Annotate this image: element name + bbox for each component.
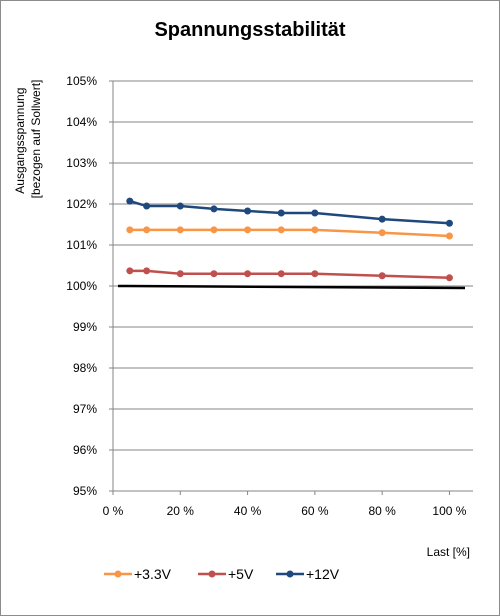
data-point-12v (126, 197, 134, 205)
y-tick-label: 103% (66, 156, 97, 170)
data-point-33v (277, 226, 285, 234)
data-point-5v (176, 270, 184, 278)
data-point-5v (445, 274, 453, 282)
data-point-33v (126, 226, 134, 234)
y-tick-labels: 95% 96% 97% 98% 99% 100% 101% 102% 103% 104% 105% (66, 74, 97, 498)
y-tick-label: 100% (66, 279, 97, 293)
data-point-5v (126, 267, 134, 275)
y-tick-label: 101% (66, 238, 97, 252)
data-point-12v (378, 215, 386, 223)
y-axis-label-line-1: Ausgangsspannung (13, 88, 27, 194)
y-tick-label: 99% (73, 320, 97, 334)
legend: +3.3V +5V +12V (104, 566, 340, 582)
data-point-33v (210, 226, 218, 234)
y-axis-label-line-2: [bezogen auf Sollwert] (29, 80, 43, 199)
y-tick-label: 95% (73, 484, 97, 498)
reference-line-100 (117, 284, 466, 290)
legend-label-5v: +5V (228, 566, 254, 582)
legend-label-12v: +12V (306, 566, 340, 582)
data-point-12v (210, 205, 218, 213)
legend-marker-12v (286, 570, 294, 578)
chart-title: Spannungsstabilität (154, 19, 345, 41)
data-point-33v (445, 232, 453, 240)
legend-marker-33v (114, 570, 122, 578)
data-point-33v (176, 226, 184, 234)
data-point-33v (378, 229, 386, 237)
data-point-5v (143, 267, 151, 275)
data-point-33v (143, 226, 151, 234)
data-point-12v (445, 219, 453, 227)
data-point-12v (176, 202, 184, 210)
data-point-5v (311, 270, 319, 278)
legend-label-33v: +3.3V (134, 566, 172, 582)
y-tick-label: 105% (66, 74, 97, 88)
y-tick-label: 104% (66, 115, 97, 129)
y-tick-label: 96% (73, 443, 97, 457)
data-point-5v (244, 270, 252, 278)
data-point-12v (244, 207, 252, 215)
data-point-12v (311, 209, 319, 217)
y-tick-label: 97% (73, 402, 97, 416)
data-point-33v (311, 226, 319, 234)
x-tick-label: 60 % (301, 504, 329, 518)
data-point-33v (244, 226, 252, 234)
x-tick-label: 20 % (167, 504, 195, 518)
x-tick-label: 80 % (368, 504, 396, 518)
x-tick-label: 0 % (103, 504, 124, 518)
legend-marker-5v (208, 570, 216, 578)
data-point-12v (277, 209, 285, 217)
y-tick-label: 102% (66, 197, 97, 211)
x-tick-labels: 0 % 20 % 40 % 60 % 80 % 100 % (103, 491, 467, 518)
data-point-5v (210, 270, 218, 278)
x-tick-label: 100 % (432, 504, 466, 518)
x-tick-label: 40 % (234, 504, 262, 518)
series-group (126, 197, 453, 282)
data-point-5v (378, 272, 386, 280)
reference-line-group (117, 284, 466, 290)
data-point-12v (143, 202, 151, 210)
y-tick-label: 98% (73, 361, 97, 375)
data-point-5v (277, 270, 285, 278)
x-axis-label: Last [%] (427, 545, 470, 559)
y-axis-label: Ausgangsspannung [bezogen auf Sollwert] (13, 80, 43, 199)
